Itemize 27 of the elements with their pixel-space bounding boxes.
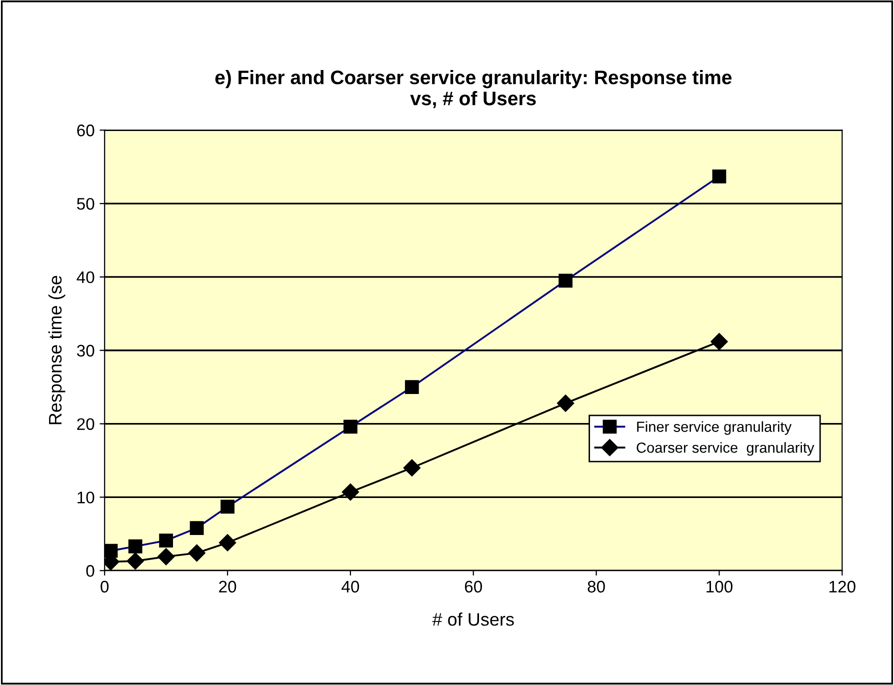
x-tick-label: 0 <box>100 580 109 593</box>
y-tick-label: 20 <box>77 418 94 430</box>
x-tick-label: 80 <box>588 580 605 593</box>
x-axis-title: # of Users <box>432 612 514 626</box>
x-tick-label: 120 <box>830 580 856 593</box>
point <box>126 552 144 570</box>
point <box>188 544 206 562</box>
point <box>158 548 175 566</box>
legend-label: Finer service granularity <box>637 421 792 435</box>
y-axis-title: Response time (se <box>48 276 66 424</box>
y-tick-label: 0 <box>86 565 94 577</box>
chart-title: e) Finer and Coarser service granularity: Response time vs, # of Users <box>215 70 732 108</box>
y-tick-label: 40 <box>76 271 94 284</box>
point <box>557 394 574 412</box>
x-tick-label: 100 <box>706 580 732 593</box>
y-tick-label: 60 <box>77 124 94 136</box>
legend-label: Coarser service granularity <box>636 442 814 456</box>
point <box>342 484 359 501</box>
x-tick-label: 20 <box>219 580 236 593</box>
y-tick-label: 50 <box>77 198 94 210</box>
y-tick-label: 30 <box>76 344 94 357</box>
point <box>403 459 420 476</box>
point <box>710 333 728 350</box>
y-tick-label: 10 <box>78 492 94 504</box>
x-tick-label: 40 <box>342 580 360 593</box>
point <box>218 534 236 552</box>
x-tick-label: 60 <box>464 580 482 593</box>
